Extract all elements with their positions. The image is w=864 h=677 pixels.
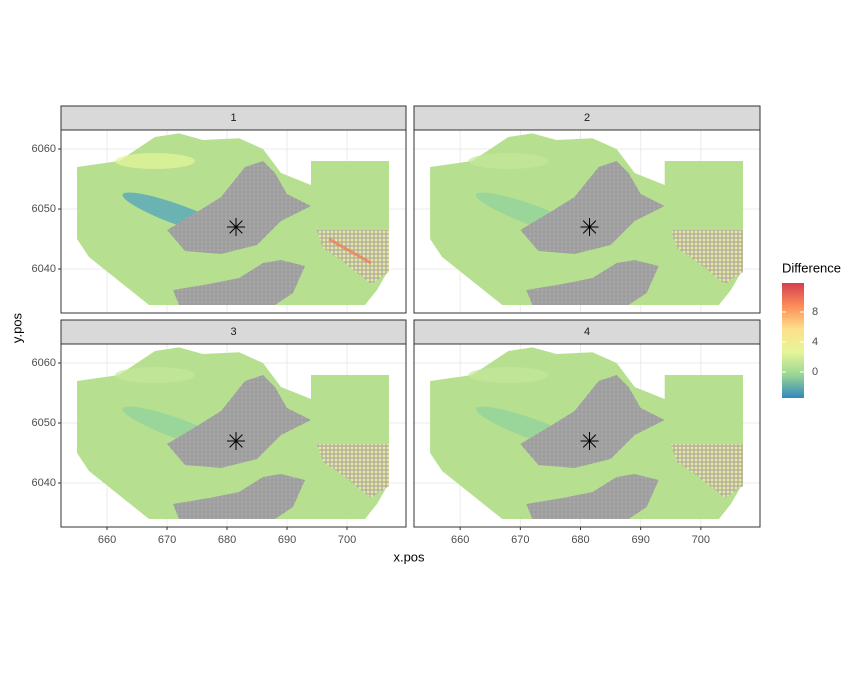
land [520, 375, 665, 468]
strip [60, 319, 407, 345]
marker [582, 434, 597, 448]
hotspot [328, 237, 372, 265]
strip [413, 105, 761, 131]
land [526, 474, 659, 519]
x-tick-label: 680 [571, 534, 589, 546]
panel-border [60, 343, 407, 528]
x-tick-label: 670 [511, 534, 529, 546]
y-tick-label: 6050 [32, 203, 56, 215]
land [173, 474, 305, 519]
x-tick-label: 660 [98, 534, 116, 546]
marker [582, 220, 597, 234]
y-tick-label: 6050 [32, 417, 56, 429]
panel-border [413, 343, 761, 528]
y-tick-label: 6040 [32, 477, 56, 489]
land [173, 260, 305, 305]
x-tick-label: 700 [692, 534, 710, 546]
shallow-band [468, 367, 549, 384]
y-axis-label: y.pos [9, 312, 24, 343]
panel-border [60, 129, 407, 314]
strip-label: 1 [230, 112, 236, 124]
strip [60, 105, 407, 131]
land [167, 161, 311, 254]
x-tick-label: 660 [451, 534, 469, 546]
shallow-band [115, 153, 196, 170]
shallow-band [468, 153, 549, 170]
strip-label: 2 [584, 112, 590, 124]
legend-title: Difference [782, 260, 841, 275]
land [167, 375, 311, 468]
x-tick-label: 670 [158, 534, 176, 546]
colorbar [782, 283, 804, 398]
shoal [317, 444, 389, 498]
legend-tick-label: 0 [812, 366, 818, 378]
shoal [670, 444, 743, 498]
x-axis-label: x.pos [393, 549, 425, 564]
marker [229, 434, 243, 448]
land [526, 260, 659, 305]
shallow-band [115, 367, 196, 384]
y-tick-label: 6040 [32, 263, 56, 275]
strip-label: 3 [230, 326, 236, 338]
y-tick-label: 6060 [32, 143, 56, 155]
y-tick-label: 6060 [32, 357, 56, 369]
legend-tick-label: 8 [812, 306, 818, 318]
strip [413, 319, 761, 345]
shoal [670, 230, 743, 284]
x-tick-label: 680 [218, 534, 236, 546]
marker [229, 220, 243, 234]
legend-tick-label: 4 [812, 336, 818, 348]
x-tick-label: 690 [278, 534, 296, 546]
land [520, 161, 665, 254]
strip-label: 4 [584, 326, 590, 338]
panel-border [413, 129, 761, 314]
x-tick-label: 690 [631, 534, 649, 546]
x-tick-label: 700 [338, 534, 356, 546]
